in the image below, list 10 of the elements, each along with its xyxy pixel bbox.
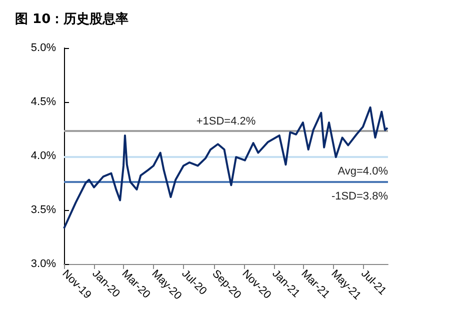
- y-tick-label: 3.5%: [30, 204, 56, 216]
- y-tick-label: 4.0%: [30, 150, 56, 162]
- ref-line-label: -1SD=3.8%: [331, 190, 388, 202]
- line-series: [63, 106, 389, 230]
- ref-line-label: Avg=4.0%: [338, 166, 388, 178]
- y-tick-label: 5.0%: [30, 42, 56, 54]
- ref-line-label: +1SD=4.2%: [196, 116, 256, 128]
- y-tick-label: 3.0%: [30, 258, 56, 270]
- y-tick-label: 4.5%: [30, 96, 56, 108]
- chart-title: 图 10：历史股息率: [15, 11, 129, 27]
